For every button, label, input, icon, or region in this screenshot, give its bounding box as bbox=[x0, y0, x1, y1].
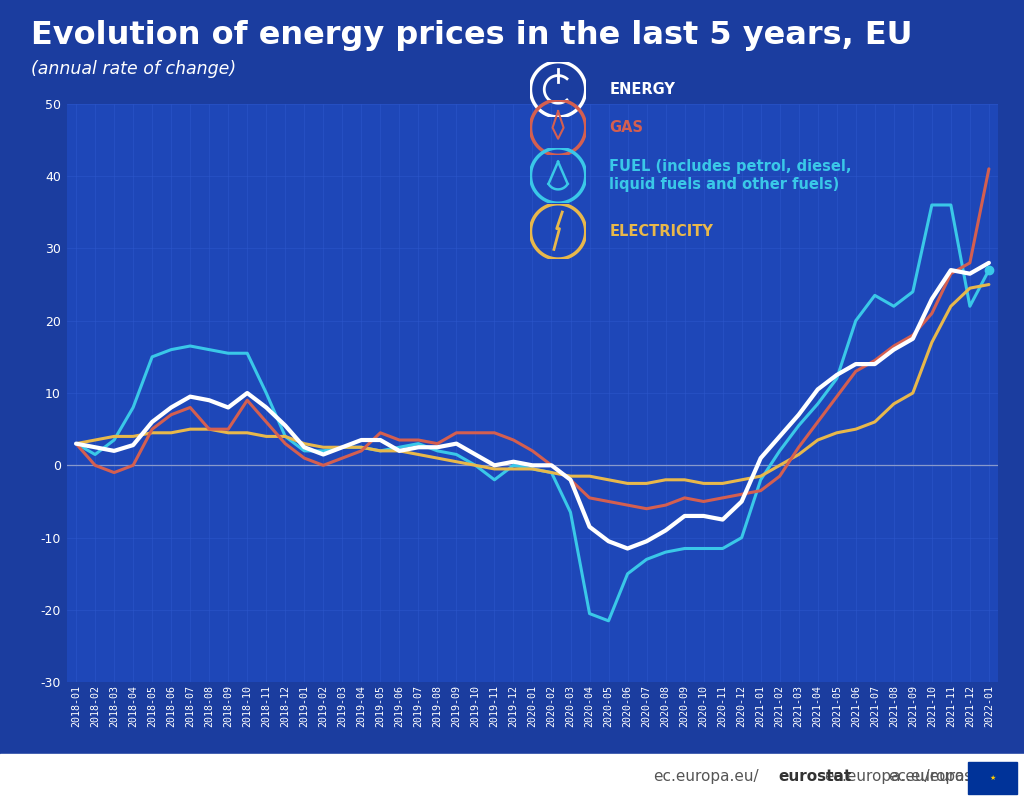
Text: FUEL (includes petrol, diesel,
liquid fuels and other fuels): FUEL (includes petrol, diesel, liquid fu… bbox=[609, 159, 852, 192]
Text: Evolution of energy prices in the last 5 years, EU: Evolution of energy prices in the last 5… bbox=[31, 20, 912, 51]
Text: ec.europa.eu/eurostat: ec.europa.eu/eurostat bbox=[823, 768, 993, 784]
Text: ec.europa.eu/: ec.europa.eu/ bbox=[888, 768, 993, 784]
Text: ELECTRICITY: ELECTRICITY bbox=[609, 224, 713, 239]
Text: ★: ★ bbox=[989, 775, 995, 781]
Text: ec.europa.eu/: ec.europa.eu/ bbox=[653, 768, 759, 784]
Text: GAS: GAS bbox=[609, 120, 643, 135]
Text: (annual rate of change): (annual rate of change) bbox=[31, 60, 236, 78]
Text: eurostat: eurostat bbox=[778, 768, 852, 784]
Text: ENERGY: ENERGY bbox=[609, 82, 675, 97]
